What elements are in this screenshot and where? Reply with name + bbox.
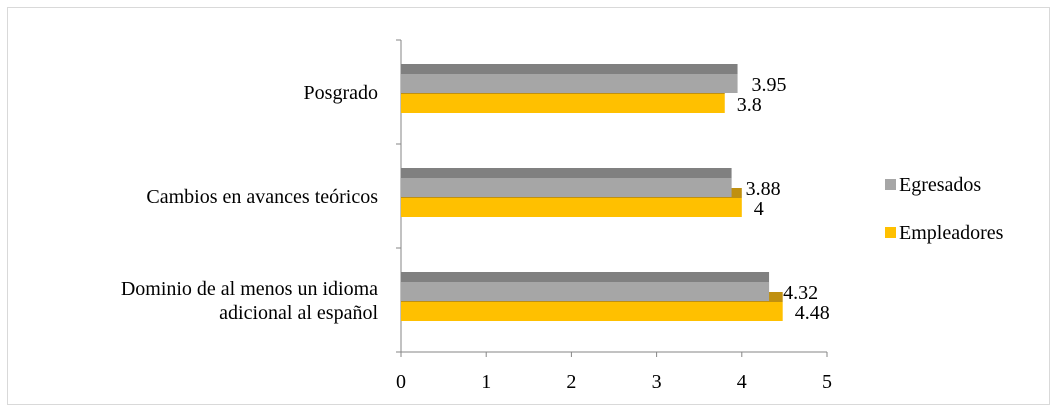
legend-label-empleadores: Empleadores (899, 222, 1004, 244)
x-tick-label: 5 (822, 371, 832, 393)
legend-label-egresados: Egresados (899, 174, 981, 196)
bar-egresados-face (401, 282, 770, 301)
category-label: Dominio de al menos un idioma (121, 278, 378, 300)
x-tick-label: 3 (652, 371, 662, 393)
legend-swatch-empleadores (885, 227, 896, 238)
category-label: Posgrado (304, 82, 378, 104)
data-label-egresados: 3.88 (746, 178, 781, 200)
x-tick-label: 2 (566, 371, 576, 393)
bar-empleadores (401, 94, 725, 113)
bar-empleadores (401, 198, 742, 217)
legend-swatch-egresados (885, 179, 896, 190)
data-label-empleadores: 4.48 (795, 302, 830, 324)
bar-egresados-top (401, 64, 738, 74)
x-tick-label: 1 (481, 371, 491, 393)
category-label: Cambios en avances teóricos (146, 186, 378, 208)
x-tick-label: 4 (737, 371, 747, 393)
bar-egresados-face (401, 74, 738, 93)
data-label-egresados: 4.32 (783, 282, 818, 304)
data-label-egresados: 3.95 (752, 74, 787, 96)
x-tick-label: 0 (396, 371, 406, 393)
bar-empleadores (401, 302, 783, 321)
category-label: adicional al español (219, 302, 378, 324)
bar-egresados-face (401, 178, 732, 197)
bar-egresados-top (401, 168, 732, 178)
data-label-empleadores: 3.8 (737, 94, 762, 116)
data-label-empleadores: 4 (754, 198, 764, 220)
bar-egresados-top (401, 272, 770, 282)
